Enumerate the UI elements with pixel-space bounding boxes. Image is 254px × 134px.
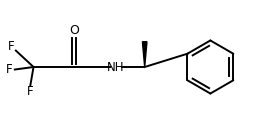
Polygon shape (142, 42, 147, 67)
Text: F: F (7, 40, 14, 53)
Text: O: O (69, 24, 79, 37)
Text: F: F (26, 85, 33, 98)
Text: F: F (6, 63, 12, 76)
Text: NH: NH (107, 60, 124, 74)
